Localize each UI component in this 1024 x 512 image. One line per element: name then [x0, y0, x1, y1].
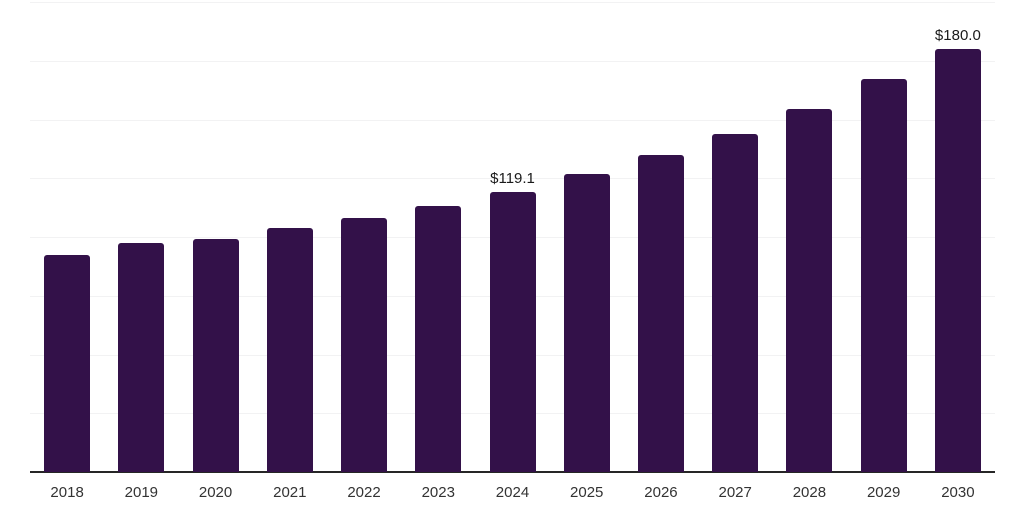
x-tick-label-2026: 2026: [644, 484, 678, 501]
bar-2030: [934, 49, 981, 472]
bar-2027: [712, 134, 759, 472]
bar-2019: [118, 242, 165, 472]
gridline: [30, 178, 995, 180]
bar-2025: [563, 173, 610, 472]
bar-2026: [637, 154, 684, 472]
bar-2023: [415, 205, 462, 472]
bar-2022: [341, 218, 388, 472]
bar-2021: [266, 228, 313, 472]
bar-2024: [489, 192, 536, 472]
plot-area: $119.1 $180.0: [30, 2, 995, 473]
x-tick-label-2021: 2021: [273, 484, 307, 501]
gridline: [30, 60, 995, 62]
x-tick-label-2018: 2018: [50, 484, 84, 501]
bar-2028: [786, 109, 833, 472]
bar-2029: [860, 79, 907, 472]
x-tick-label-2023: 2023: [421, 484, 455, 501]
x-tick-label-2024: 2024: [495, 484, 530, 501]
x-tick-label-2028: 2028: [792, 484, 827, 501]
bar-2018: [44, 254, 91, 472]
x-axis-line: [30, 471, 995, 473]
gridline: [30, 119, 995, 121]
x-tick-label-2020: 2020: [198, 484, 233, 501]
x-tick-label-2025: 2025: [570, 484, 604, 501]
x-tick-label-2029: 2029: [866, 484, 901, 501]
x-tick-label-2030: 2030: [941, 484, 975, 501]
bar-value-label-2030: $180.0: [934, 27, 981, 44]
bar-2020: [192, 238, 239, 472]
x-tick-label-2022: 2022: [347, 484, 381, 501]
x-tick-label-2019: 2019: [124, 484, 159, 501]
gridline: [30, 2, 995, 3]
x-tick-label-2027: 2027: [718, 484, 752, 501]
bar-value-label-2024: $119.1: [490, 170, 535, 188]
